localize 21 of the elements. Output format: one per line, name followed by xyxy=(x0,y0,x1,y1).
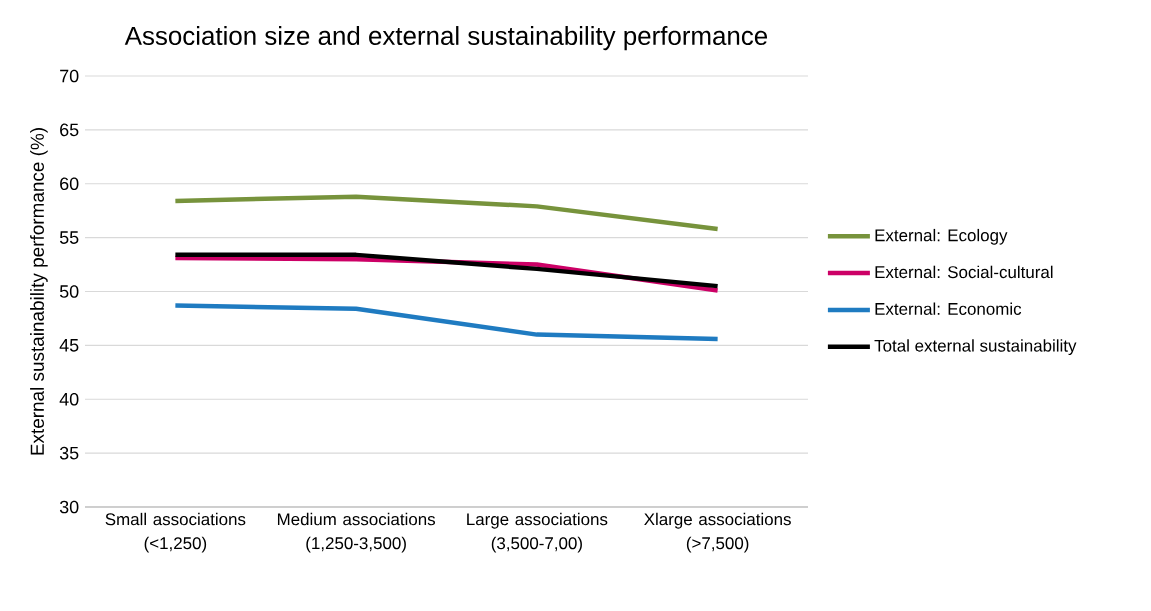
legend-label: External: Social-cultural xyxy=(875,265,1053,279)
y-tick-label: 55 xyxy=(59,231,79,244)
y-tick-label: 35 xyxy=(59,446,79,460)
y-tick-label: 45 xyxy=(59,339,79,352)
y-axis-title: External sustainability performance (%) xyxy=(30,128,48,455)
x-tick-label: Large associations (3,500-7,00) xyxy=(467,512,608,553)
line-series xyxy=(173,303,720,342)
y-tick-label: 40 xyxy=(59,392,79,406)
legend-label: Total external sustainability xyxy=(874,339,1077,356)
line-series xyxy=(173,194,720,232)
chart-title: Association size and external sustainability performance xyxy=(124,26,768,51)
x-tick-label: Medium associations (1,250-3,500) xyxy=(277,512,436,553)
y-tick-label: 70 xyxy=(60,69,79,83)
x-tick-label: Xlarge associations (>7,500) xyxy=(644,512,791,553)
y-tick-label: 50 xyxy=(59,285,79,298)
legend-label: External: Economic xyxy=(875,302,1022,315)
y-tick-label: 60 xyxy=(60,177,79,191)
y-tick-label: 65 xyxy=(60,123,79,137)
y-tick-label: 30 xyxy=(59,500,79,514)
x-tick-label: Small associations (<1,250) xyxy=(105,512,246,553)
legend-label: External: Ecology xyxy=(875,228,1008,245)
